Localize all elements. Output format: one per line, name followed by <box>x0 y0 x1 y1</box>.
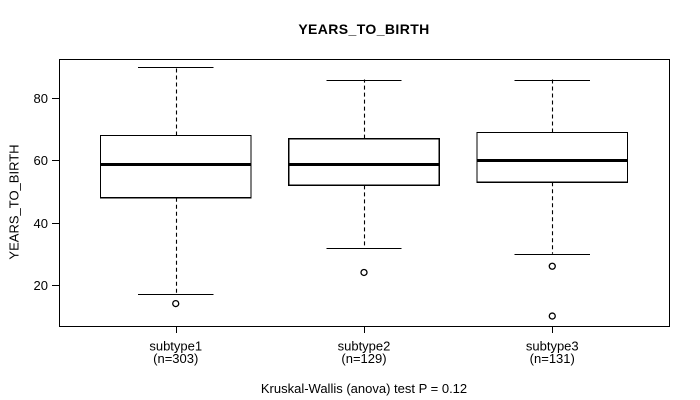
iqr-box <box>99 134 252 199</box>
x-axis-group-count-label: (n=303) <box>153 351 198 366</box>
outlier-point <box>360 268 368 277</box>
y-axis-tick-label: 80 <box>34 91 48 106</box>
outlier-point <box>172 299 180 308</box>
x-axis-group-label: subtype2 <box>338 339 391 354</box>
x-axis-group-count-label: (n=131) <box>530 351 575 366</box>
x-axis-group-count-label: (n=129) <box>341 351 386 366</box>
y-axis-tick-label: 60 <box>34 153 48 168</box>
chart-title: YEARS_TO_BIRTH <box>298 21 430 37</box>
outlier-point <box>548 262 556 270</box>
y-axis-tick-label: 40 <box>34 216 48 231</box>
outlier-point <box>548 312 556 320</box>
x-axis-group-label: subtype3 <box>526 339 579 354</box>
iqr-box <box>288 138 440 186</box>
iqr-box <box>476 131 629 183</box>
y-axis-tick-label: 20 <box>34 278 48 293</box>
stat-test-caption: Kruskal-Wallis (anova) test P = 0.12 <box>260 381 468 396</box>
x-axis-group-label: subtype1 <box>149 339 202 354</box>
